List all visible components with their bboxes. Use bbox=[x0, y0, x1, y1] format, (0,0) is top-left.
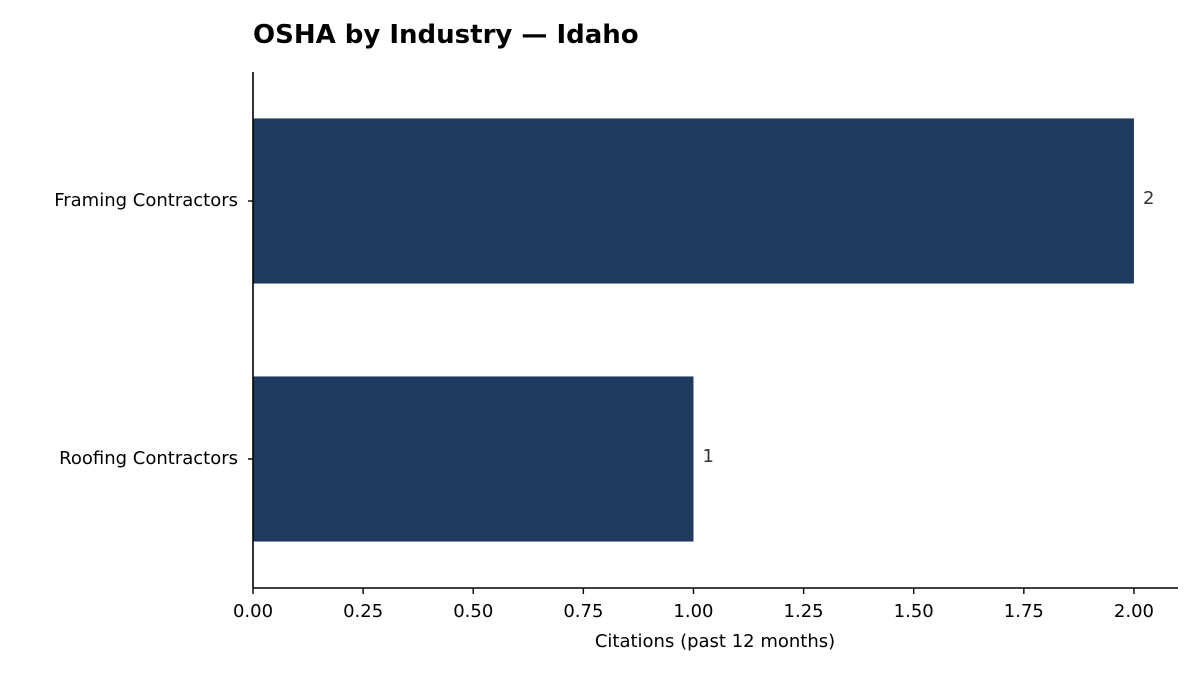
y-axis-ticks: Framing Contractors Roofing Contractors bbox=[54, 190, 253, 469]
x-tick-label: 0.50 bbox=[453, 601, 493, 622]
x-tick-label: 0.75 bbox=[563, 601, 603, 622]
x-tick-label: 1.00 bbox=[673, 601, 713, 622]
x-tick-label: 2.00 bbox=[1114, 601, 1154, 622]
x-tick-label: 0.00 bbox=[233, 601, 273, 622]
value-labels-group: 21 bbox=[702, 188, 1154, 467]
bars-group bbox=[253, 118, 1134, 542]
chart-title: OSHA by Industry — Idaho bbox=[253, 20, 639, 50]
y-tick-label: Framing Contractors bbox=[54, 190, 238, 211]
y-tick-label: Roofing Contractors bbox=[59, 448, 238, 469]
x-axis-label: Citations (past 12 months) bbox=[595, 631, 835, 652]
bar-roofing-contractors bbox=[253, 376, 694, 542]
bar-value-label: 1 bbox=[702, 446, 713, 467]
x-tick-label: 0.25 bbox=[343, 601, 383, 622]
bar-framing-contractors bbox=[253, 118, 1134, 284]
x-axis-ticks: 0.00 0.25 0.50 0.75 1.00 1.25 1.50 1.75 2.00 bbox=[233, 588, 1154, 622]
x-tick-label: 1.75 bbox=[1004, 601, 1044, 622]
x-tick-label: 1.50 bbox=[894, 601, 934, 622]
bar-value-label: 2 bbox=[1143, 188, 1154, 209]
x-tick-label: 1.25 bbox=[784, 601, 824, 622]
